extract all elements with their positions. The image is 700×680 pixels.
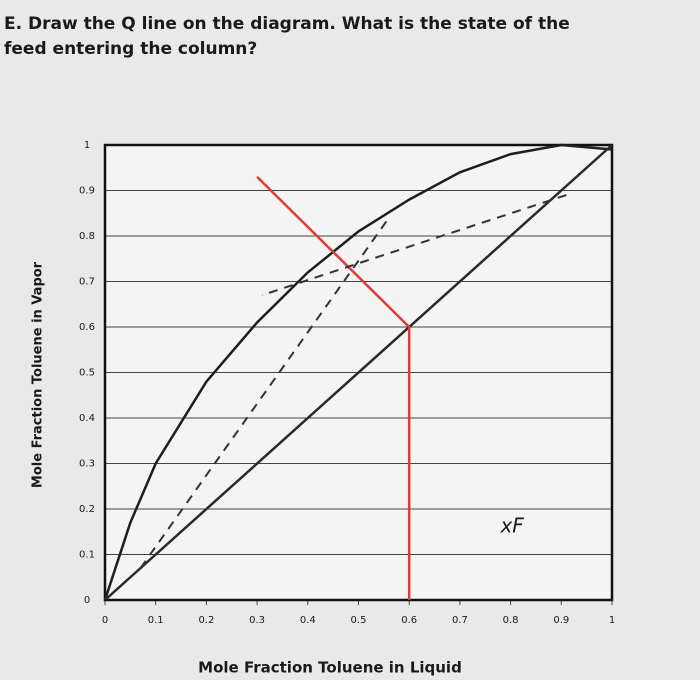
y-axis-label: Mole Fraction Toluene in Vapor bbox=[31, 261, 46, 488]
y-tick-label: 0 bbox=[84, 595, 90, 606]
y-tick-label: 0.5 bbox=[79, 368, 95, 379]
y-tick-label: 0.8 bbox=[79, 231, 95, 242]
x-tick-label: 0.7 bbox=[452, 615, 468, 626]
y-tick-label: 0.9 bbox=[79, 186, 95, 197]
x-tick-label: 0.2 bbox=[198, 615, 214, 626]
y-tick-label: 0.1 bbox=[79, 550, 95, 561]
series-line bbox=[139, 217, 390, 569]
y-tick-label: 0.4 bbox=[79, 413, 95, 424]
x-axis-label: Mole Fraction Toluene in Liquid bbox=[198, 659, 462, 677]
series-line bbox=[261, 194, 567, 297]
x-tick-label: 0.9 bbox=[553, 615, 569, 626]
y-tick-label: 0.7 bbox=[79, 277, 95, 288]
annotation: xF bbox=[499, 514, 524, 538]
x-tick-label: 0.3 bbox=[249, 615, 265, 626]
y-tick-label: 1 bbox=[84, 140, 90, 151]
x-tick-label: 0.1 bbox=[148, 615, 164, 626]
y-tick-label: 0.3 bbox=[79, 459, 95, 470]
y-tick-label: 0.6 bbox=[79, 322, 95, 333]
x-tick-label: 0.6 bbox=[401, 615, 417, 626]
x-tick-label: 0.4 bbox=[300, 615, 316, 626]
question-title: E. Draw the Q line on the diagram. What … bbox=[4, 14, 570, 59]
y-tick-label: 0.2 bbox=[79, 504, 95, 515]
series-line bbox=[104, 144, 613, 601]
series-line bbox=[256, 175, 411, 600]
x-tick-label: 1 bbox=[609, 615, 615, 626]
x-tick-label: 0 bbox=[102, 615, 108, 626]
x-tick-label: 0.8 bbox=[503, 615, 519, 626]
x-tick-label: 0.5 bbox=[351, 615, 367, 626]
plot-frame bbox=[103, 143, 614, 602]
